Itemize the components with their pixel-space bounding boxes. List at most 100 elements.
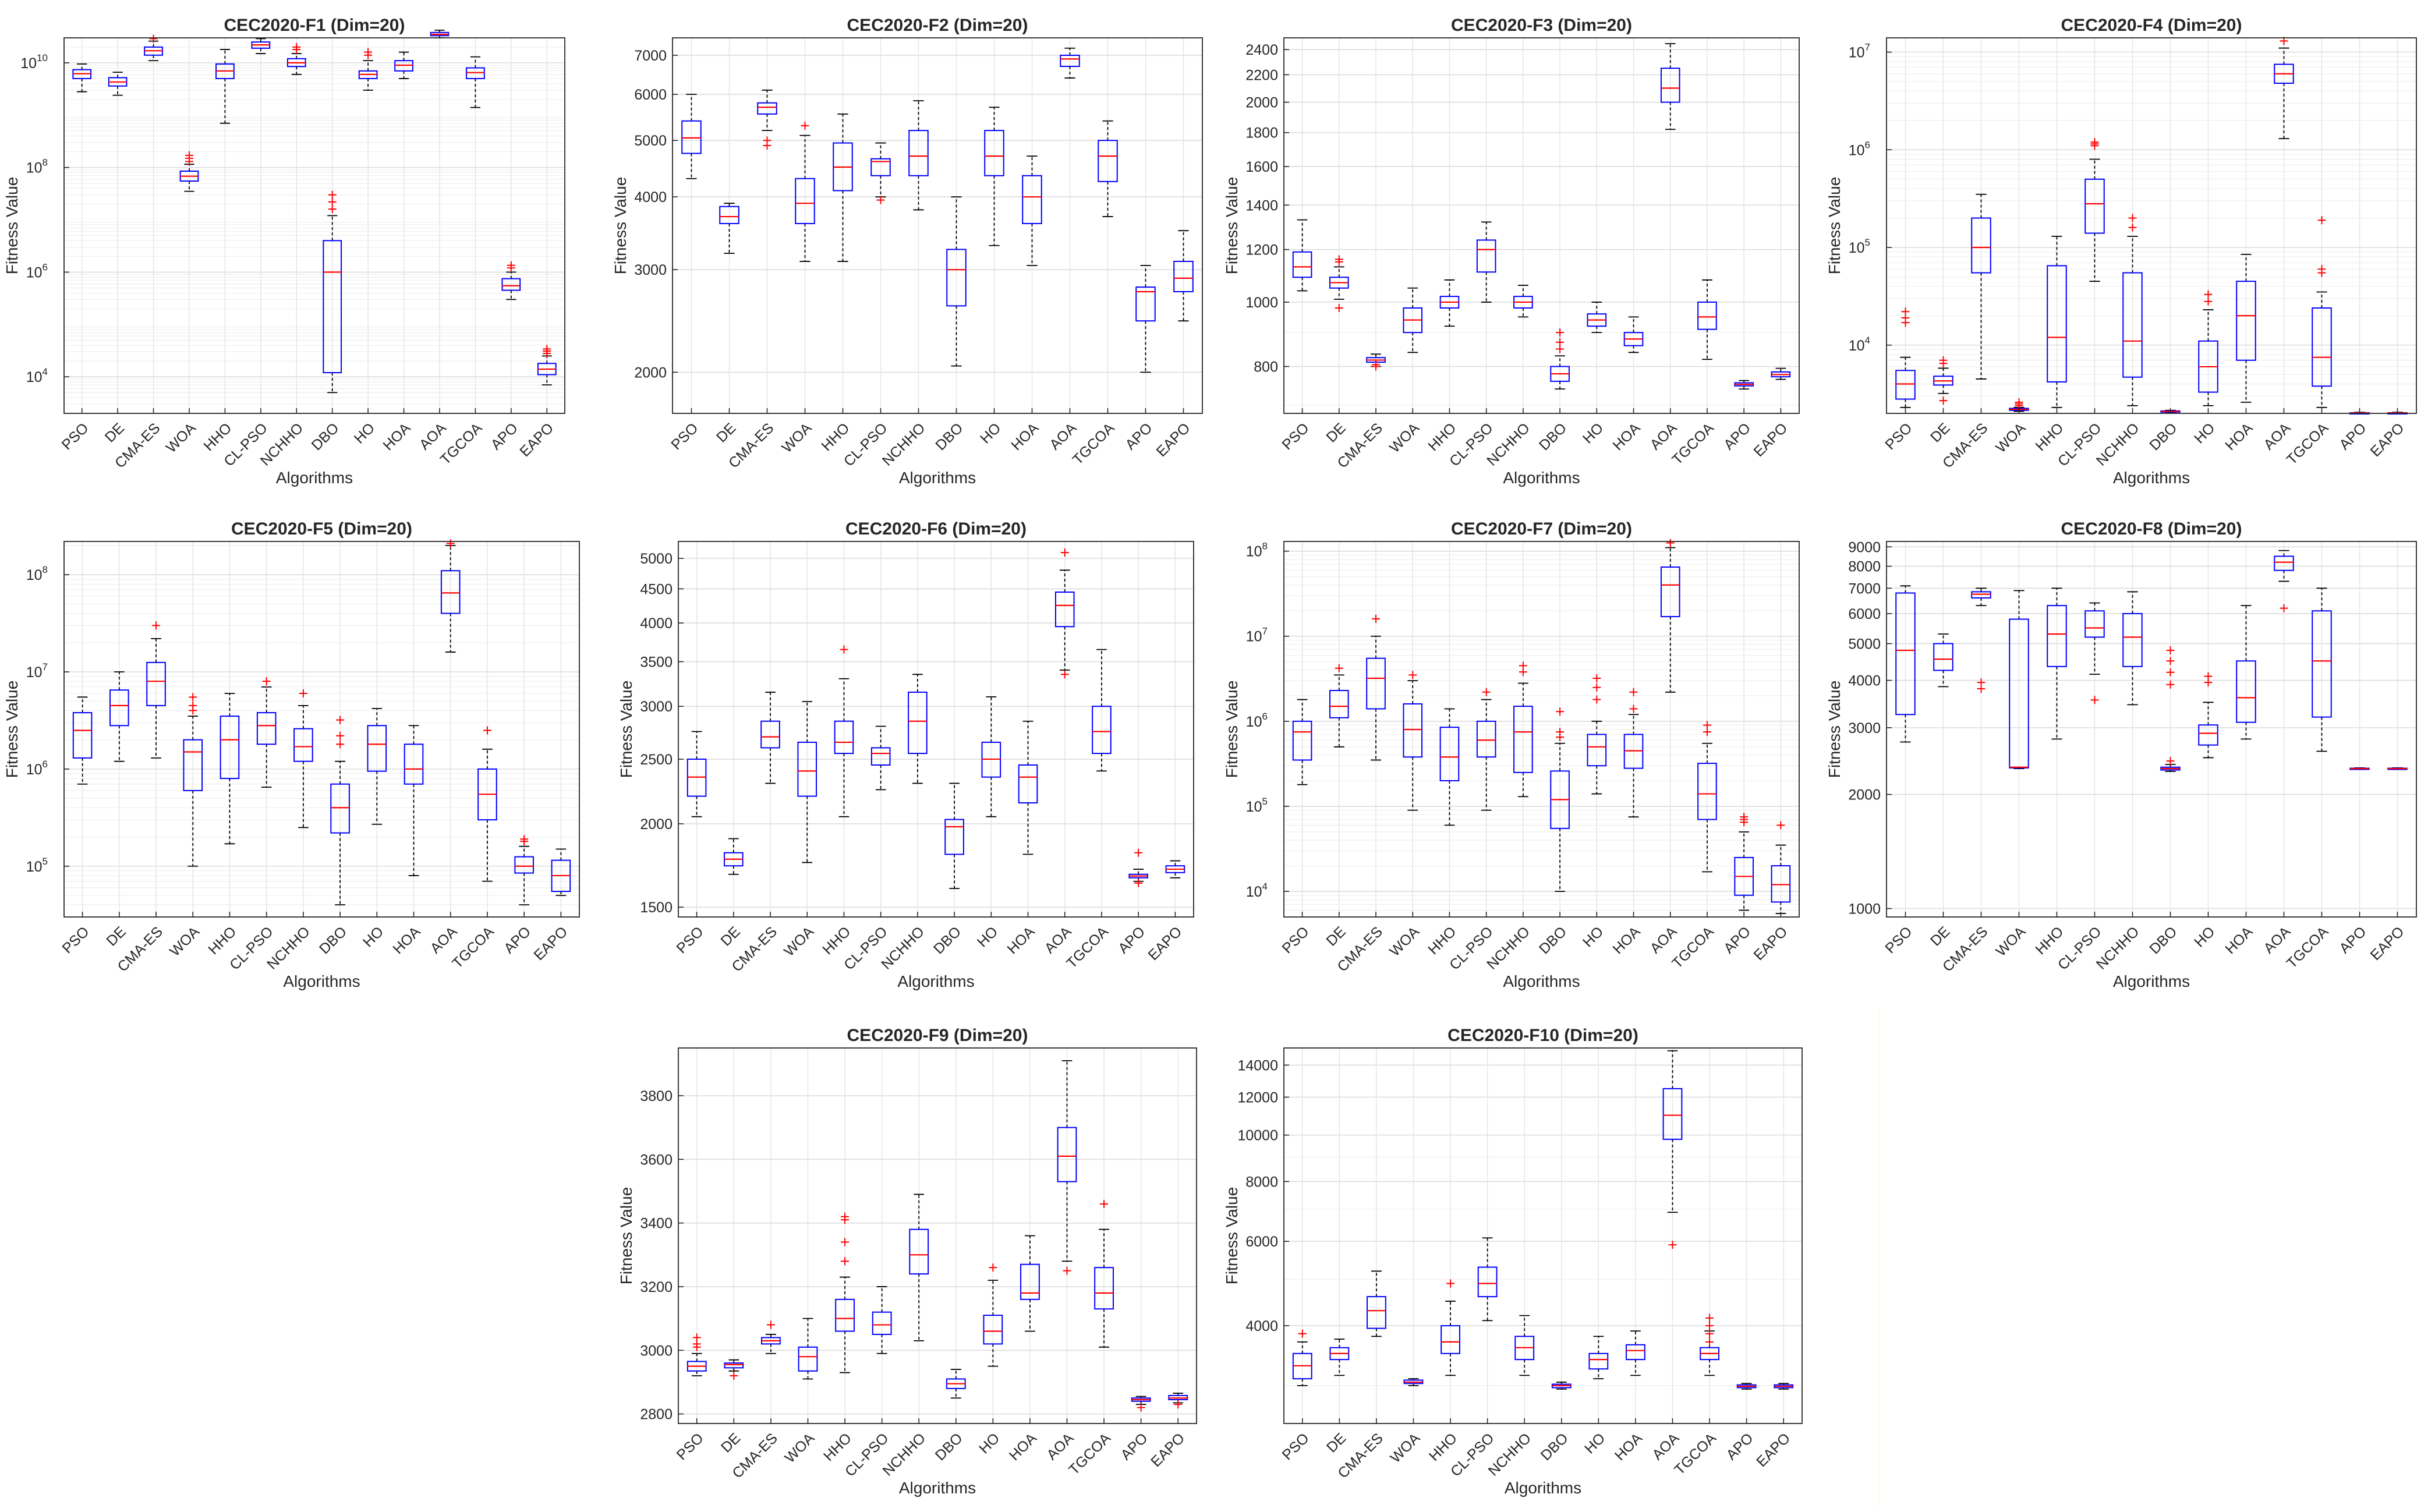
outlier-marker [336, 716, 345, 724]
outlier-marker [1335, 664, 1343, 672]
x-tick-label: HHO [819, 923, 854, 958]
box-iqr [872, 1311, 892, 1335]
box-iqr [1441, 1325, 1460, 1354]
box-iqr [760, 720, 780, 749]
box-iqr [2274, 555, 2294, 571]
box-iqr [1588, 1352, 1609, 1370]
box-cl-pso [1476, 688, 1496, 811]
y-axis-label: Fitness Value [617, 1187, 635, 1285]
y-tick-label: 3000 [634, 262, 667, 278]
y-tick-label: 3200 [640, 1279, 673, 1295]
x-tick-label: DBO [932, 1430, 966, 1464]
box-cl-pso [2084, 137, 2105, 282]
y-axis-label: Fitness Value [1825, 177, 1843, 275]
x-tick-label: APO [501, 923, 534, 957]
outlier-marker [2317, 216, 2326, 225]
outlier-marker [2166, 757, 2175, 766]
outlier-marker [730, 1372, 738, 1380]
y-axis-label: Fitness Value [1223, 681, 1241, 778]
x-tick-label: HO [2191, 420, 2218, 447]
outlier-marker [2204, 672, 2213, 681]
x-tick-label: HOA [1004, 923, 1038, 957]
box-iqr [1697, 301, 1717, 330]
x-tick-label: DBO [309, 420, 342, 454]
box-apo [1131, 1396, 1151, 1412]
box-cma-es [1367, 1270, 1386, 1337]
outlier-marker [2015, 398, 2023, 406]
box-iqr [834, 720, 854, 755]
box-iqr [440, 570, 461, 614]
x-tick-label: HOA [1609, 923, 1643, 957]
box-iqr [909, 1228, 929, 1275]
outlier-marker [1592, 683, 1601, 692]
outlier-marker [2204, 290, 2213, 299]
box-ho [367, 707, 387, 825]
y-axis-label: Fitness Value [611, 177, 629, 275]
box-iqr [514, 856, 534, 874]
y-tick-label: 8000 [1848, 559, 1881, 575]
axes-frame [1283, 1047, 1803, 1424]
plot-area [673, 38, 1202, 413]
x-tick-label: WOA [1992, 923, 2029, 959]
x-tick-label: DE [1927, 420, 1953, 445]
box-hho [835, 1212, 855, 1373]
y-tick-label: 1000 [1245, 295, 1278, 311]
y-tick-label: 5000 [1848, 636, 1881, 652]
x-tick-label: AOA [416, 420, 450, 453]
x-tick-label: EAPO [1148, 1430, 1188, 1470]
plot-area [64, 541, 579, 917]
box-iqr [2047, 265, 2067, 383]
box-eapo [1165, 860, 1185, 879]
x-tick-label: AOA [1042, 923, 1075, 957]
box-hho [2047, 235, 2067, 408]
y-tick-label: 7000 [1848, 580, 1881, 597]
axes-frame [63, 541, 580, 918]
box-hho [1439, 708, 1460, 826]
box-apo [1734, 813, 1754, 911]
y-tick-label: 1010 [20, 52, 48, 72]
y-axis-label: Fitness Value [1825, 681, 1843, 778]
outlier-marker [1703, 721, 1711, 730]
x-tick-label: HO [351, 420, 378, 447]
box-aoa [1660, 43, 1680, 130]
x-tick-label: TGCOA [1066, 1430, 1114, 1478]
box-iqr [1018, 764, 1038, 803]
y-tick-label: 800 [1254, 359, 1278, 375]
y-tick-label: 108 [1246, 541, 1268, 560]
box-aoa [2274, 37, 2294, 140]
outlier-marker [1629, 704, 1638, 713]
outlier-marker [1482, 688, 1491, 696]
x-tick-label: HHO [1426, 1430, 1460, 1464]
box-de [109, 671, 129, 762]
axes-frame [1886, 541, 2417, 918]
outlier-marker [2166, 680, 2175, 689]
box-iqr [2009, 618, 2029, 769]
x-tick-label: WOA [163, 420, 199, 456]
y-tick-label: 12000 [1237, 1089, 1278, 1106]
outlier-marker [1740, 813, 1749, 821]
y-tick-label: 105 [26, 856, 48, 875]
plot-area [1284, 1048, 1802, 1424]
box-apo [2349, 767, 2370, 770]
x-tick-label: HO [977, 420, 1004, 447]
y-tick-label: 1500 [640, 900, 673, 916]
y-axis-label: Fitness Value [3, 681, 21, 778]
outlier-marker [1977, 678, 1985, 687]
outlier-marker [2128, 223, 2137, 232]
outlier-marker [1705, 1337, 1714, 1346]
box-iqr [984, 130, 1004, 176]
y-tick-label: 10000 [1237, 1128, 1278, 1144]
outlier-marker [1556, 328, 1565, 337]
outlier-marker [1137, 1403, 1145, 1412]
outlier-marker [543, 345, 551, 353]
box-iqr [1971, 217, 1991, 274]
box-ho [1587, 674, 1607, 795]
box-iqr [72, 712, 93, 759]
box-cl-pso [2084, 602, 2105, 704]
box-nchho [286, 43, 306, 75]
box-de [1933, 356, 1953, 405]
outlier-marker [328, 205, 337, 214]
outlier-marker [2166, 668, 2175, 677]
box-iqr [983, 1315, 1003, 1345]
